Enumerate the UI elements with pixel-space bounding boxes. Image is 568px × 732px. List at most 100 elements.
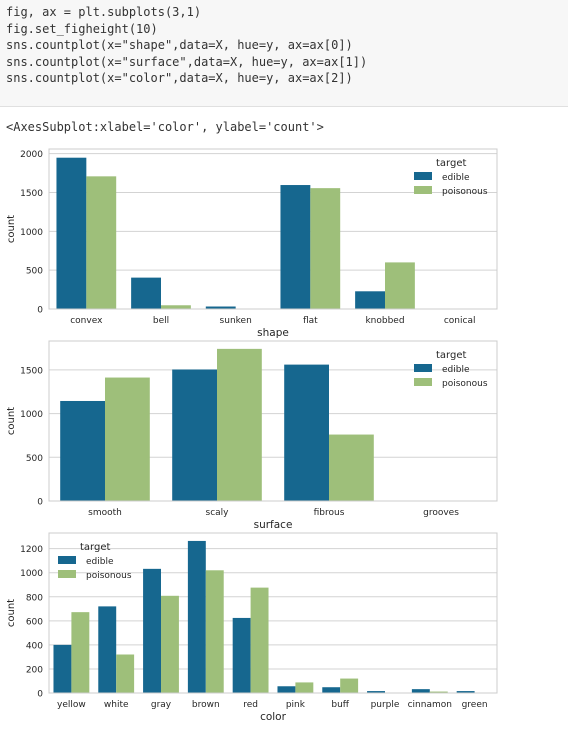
x-tick-label: convex (70, 316, 103, 326)
code-editor[interactable]: fig, ax = plt.subplots(3,1) fig.set_figh… (6, 4, 367, 87)
bar-edible-scaly (172, 369, 217, 501)
y-tick-label: 1000 (20, 228, 43, 238)
bar-edible-pink (277, 686, 296, 693)
legend-label-poisonous: poisonous (442, 187, 488, 197)
bar-poisonous-fibrous (329, 434, 374, 501)
x-axis-label: shape (257, 327, 289, 339)
bar-poisonous-cinnamon (429, 691, 448, 693)
legend-label-edible: edible (86, 557, 114, 567)
bar-poisonous-knobbed (385, 262, 415, 309)
bar-poisonous-red (250, 587, 269, 693)
bar-edible-smooth (60, 400, 105, 501)
legend-label-edible: edible (442, 365, 470, 375)
legend: target edible poisonous (414, 350, 488, 389)
x-tick-label: knobbed (365, 316, 404, 326)
y-tick-label: 1000 (20, 569, 43, 579)
x-tick-label: fibrous (314, 508, 345, 518)
code-line: sns.countplot(x="shape",data=X, hue=y, a… (6, 38, 353, 52)
code-line: fig, ax = plt.subplots(3,1) (6, 5, 202, 19)
y-tick-label: 1500 (20, 189, 43, 199)
y-tick-label: 1500 (20, 366, 43, 376)
x-tick-label: grooves (423, 508, 459, 518)
bar-edible-flat (280, 185, 311, 309)
bar-poisonous-white (116, 654, 135, 693)
axes-frame (48, 340, 498, 502)
legend-swatch-poisonous (414, 378, 432, 386)
legend-swatch-edible (58, 556, 76, 564)
x-tick-label: sunken (220, 316, 252, 326)
x-tick-label: bell (153, 316, 169, 326)
bar-edible-red (232, 617, 251, 693)
x-tick-label: green (462, 700, 488, 710)
bar-edible-fibrous (284, 364, 329, 501)
legend-label-poisonous: poisonous (86, 571, 132, 581)
x-tick-label: red (243, 700, 258, 710)
y-tick-label: 500 (26, 454, 43, 464)
y-tick-label: 1000 (20, 410, 43, 420)
x-axis-label: surface (254, 519, 293, 531)
bar-edible-green (456, 691, 475, 693)
bar-poisonous-gray (161, 595, 179, 693)
x-tick-label: flat (303, 316, 318, 326)
bar-poisonous-yellow (71, 612, 90, 693)
y-tick-label: 200 (26, 665, 43, 675)
x-tick-label: purple (371, 700, 400, 710)
bar-edible-gray (143, 568, 161, 693)
axes-frame (48, 148, 498, 310)
subplot-3: 0 200 400 600 800 1000 1200 yellow white gray brow… (6, 532, 498, 723)
legend-label-edible: edible (442, 173, 470, 183)
x-tick-label: brown (192, 700, 220, 710)
bar-edible-purple (367, 691, 385, 693)
bar-edible-yellow (53, 644, 72, 693)
y-tick-label: 2000 (20, 150, 43, 160)
y-tick-label: 1200 (20, 545, 43, 555)
x-tick-label: yellow (57, 700, 86, 710)
y-axis-label: count (6, 599, 17, 627)
y-tick-label: 0 (37, 690, 43, 700)
y-axis-label: count (6, 215, 17, 243)
bar-poisonous-pink (295, 682, 314, 693)
bar-poisonous-scaly (217, 348, 262, 501)
x-tick-label: scaly (206, 508, 230, 518)
y-tick-label: 400 (26, 641, 43, 651)
bar-poisonous-flat (310, 188, 341, 309)
code-line: sns.countplot(x="surface",data=X, hue=y,… (6, 54, 368, 69)
axes-frame (48, 532, 498, 694)
x-tick-label: pink (286, 700, 306, 710)
legend: target edible poisonous (58, 542, 132, 581)
legend-swatch-poisonous (414, 186, 432, 194)
y-tick-label: 0 (37, 306, 43, 316)
subplot-2: 0 500 1000 1500 smooth scaly fibrous grooves sur… (6, 340, 498, 531)
legend-label-poisonous: poisonous (442, 379, 488, 389)
bar-edible-sunken (205, 306, 236, 309)
x-axis-label: color (260, 711, 287, 723)
bar-edible-knobbed (355, 291, 385, 309)
legend: target edible poisonous (414, 158, 488, 197)
x-tick-label: conical (444, 316, 476, 326)
code-line: sns.countplot(x="color",data=X, hue=y, a… (6, 71, 353, 85)
code-cell-input[interactable]: fig, ax = plt.subplots(3,1) fig.set_figh… (0, 0, 568, 107)
bar-edible-bell (131, 277, 161, 309)
bar-edible-cinnamon (411, 689, 430, 693)
bar-poisonous-convex (86, 176, 117, 309)
x-tick-label: smooth (88, 508, 122, 518)
x-tick-label: buff (331, 700, 349, 710)
legend-swatch-poisonous (58, 570, 76, 578)
x-tick-label: cinnamon (408, 700, 452, 710)
legend-swatch-edible (414, 172, 432, 180)
x-tick-label: white (104, 700, 129, 710)
cell-output-text: <AxesSubplot:xlabel='color', ylabel='cou… (6, 120, 324, 134)
bar-edible-buff (322, 687, 341, 693)
subplot-1: 0 500 1000 1500 2000 convex bell sunken flat knob… (6, 148, 498, 339)
bar-poisonous-bell (161, 305, 191, 309)
bar-edible-white (98, 606, 117, 693)
y-tick-label: 500 (26, 267, 43, 277)
y-tick-label: 600 (26, 617, 43, 627)
x-tick-label: gray (151, 700, 172, 710)
legend-swatch-edible (414, 364, 432, 372)
y-tick-label: 800 (26, 593, 43, 603)
bar-edible-brown (187, 540, 206, 693)
code-line: fig.set_figheight(10) (6, 21, 158, 36)
bar-edible-convex (56, 157, 87, 309)
